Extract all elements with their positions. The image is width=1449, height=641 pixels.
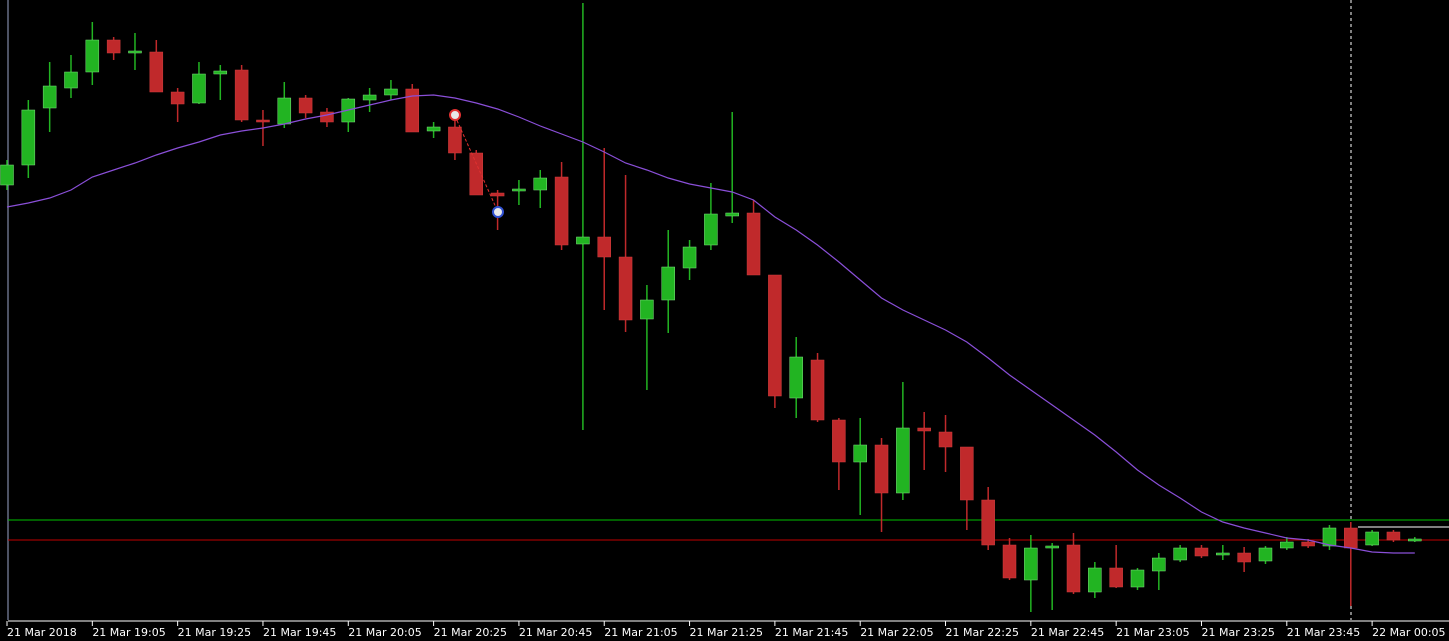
- candle-body: [853, 444, 867, 463]
- x-tick-label: 21 Mar 21:45: [775, 626, 848, 639]
- candle-body: [746, 212, 761, 276]
- candle-body: [1216, 552, 1230, 556]
- candle-body: [106, 39, 121, 54]
- candle-body: [42, 85, 57, 109]
- candle-body: [384, 88, 398, 96]
- candle-body: [704, 213, 718, 246]
- candle-body: [512, 188, 526, 192]
- candle-body: [1109, 567, 1123, 588]
- x-tick-label: 21 Mar 20:05: [348, 626, 421, 639]
- candle-body: [896, 427, 910, 494]
- x-tick-label: 21 Mar 21:25: [690, 626, 763, 639]
- candle-body: [874, 444, 889, 494]
- candle-body: [320, 111, 334, 123]
- candle-body: [277, 97, 292, 125]
- trade-line: [454, 115, 499, 213]
- candle-body: [149, 51, 164, 93]
- candle-body: [1258, 547, 1273, 562]
- candle-body: [810, 359, 825, 421]
- candle-body: [1322, 527, 1337, 547]
- candle-body: [21, 109, 36, 166]
- candle-body: [682, 246, 697, 269]
- candle-body: [832, 419, 846, 463]
- candle-body: [1088, 567, 1102, 593]
- candle-body: [1194, 547, 1209, 557]
- candle-body: [298, 97, 313, 114]
- candle-body: [1344, 527, 1358, 549]
- candle-body: [405, 88, 420, 133]
- x-tick-label: 22 Mar 00:05: [1372, 626, 1445, 639]
- candle-body: [960, 446, 974, 501]
- candle-body: [256, 119, 270, 123]
- marks: [0, 3, 1449, 612]
- candle-body: [234, 69, 249, 121]
- x-tick-label: 21 Mar 20:25: [434, 626, 507, 639]
- candle-body: [1386, 531, 1401, 541]
- x-tick-label: 21 Mar 20:45: [519, 626, 592, 639]
- candle-body: [789, 356, 803, 399]
- x-tick-label: 21 Mar 23:25: [1201, 626, 1274, 639]
- candle-body: [1066, 544, 1081, 593]
- candle-body: [938, 431, 953, 448]
- candle-body: [1408, 538, 1422, 542]
- sell-marker: [449, 109, 461, 121]
- x-tick-label: 21 Mar 22:05: [860, 626, 933, 639]
- candle-body: [1045, 545, 1059, 549]
- candle-body: [448, 126, 462, 154]
- candle-body: [192, 73, 206, 104]
- candle-body: [1301, 541, 1315, 547]
- candle-body: [597, 236, 611, 258]
- candle-body: [981, 499, 995, 546]
- candle-body: [1130, 569, 1145, 588]
- x-tick-label: 21 Mar 19:45: [263, 626, 336, 639]
- candle-body: [1173, 547, 1187, 561]
- candle-body: [0, 164, 14, 186]
- moving-average: [6, 94, 1415, 554]
- candle-body: [490, 192, 505, 197]
- candle-body: [1237, 552, 1251, 563]
- candle-body: [618, 256, 633, 321]
- candle-body: [576, 236, 590, 245]
- candle-body: [426, 126, 441, 132]
- candle-body: [1002, 544, 1017, 579]
- candle-body: [85, 39, 100, 73]
- candle-body: [362, 94, 377, 101]
- candle-body: [1152, 557, 1166, 572]
- x-tick-label: 21 Mar 23:05: [1116, 626, 1189, 639]
- candle-body: [170, 91, 185, 105]
- candle-body: [661, 266, 675, 301]
- x-tick-label: 21 Mar 19:05: [92, 626, 165, 639]
- x-tick-label: 21 Mar 2018: [7, 626, 77, 639]
- candle-body: [64, 71, 78, 89]
- candle-body: [128, 50, 142, 54]
- candle-body: [213, 70, 228, 75]
- x-tick-label: 21 Mar 22:25: [946, 626, 1019, 639]
- candle-body: [1024, 547, 1038, 581]
- x-tick-label: 21 Mar 23:45: [1287, 626, 1360, 639]
- x-tick-label: 21 Mar 22:45: [1031, 626, 1104, 639]
- candle-body: [554, 176, 569, 246]
- candle-body: [1280, 541, 1294, 549]
- buy-marker: [492, 206, 504, 218]
- candle-body: [768, 274, 782, 397]
- candle-body: [917, 427, 931, 432]
- candle-body: [640, 299, 654, 320]
- candle-body: [725, 212, 739, 217]
- x-tick-label: 21 Mar 21:05: [604, 626, 677, 639]
- x-tick-label: 21 Mar 19:25: [178, 626, 251, 639]
- candle-body: [533, 177, 547, 191]
- candle-body: [1365, 531, 1379, 546]
- candle-body: [469, 152, 484, 196]
